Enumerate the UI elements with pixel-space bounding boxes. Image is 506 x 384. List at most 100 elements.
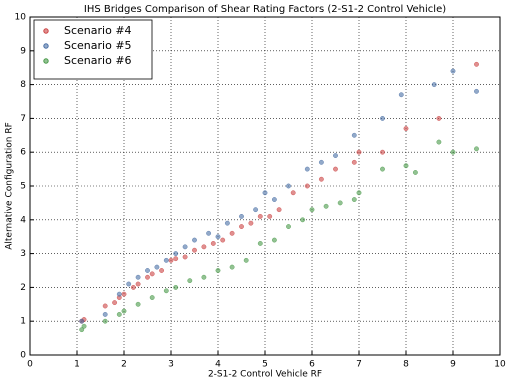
point — [112, 300, 118, 306]
point — [380, 115, 385, 121]
point — [215, 268, 221, 273]
point — [318, 176, 324, 182]
point — [276, 207, 282, 213]
point — [145, 274, 150, 280]
x-tick-label: 9 — [450, 360, 456, 370]
point — [333, 166, 338, 172]
point — [182, 244, 188, 250]
x-tick-label: 0 — [27, 360, 33, 370]
legend-marker — [43, 43, 49, 49]
point — [356, 190, 362, 196]
point — [239, 224, 244, 230]
point — [187, 278, 193, 284]
point — [474, 146, 479, 152]
point — [431, 82, 437, 88]
point — [163, 288, 169, 294]
plot-frame — [29, 16, 501, 356]
point — [168, 257, 174, 263]
point — [135, 281, 141, 287]
point — [271, 237, 277, 243]
point — [149, 295, 155, 300]
point — [474, 88, 479, 94]
point — [436, 115, 442, 121]
point — [412, 170, 418, 175]
x-tick-label: 7 — [356, 360, 362, 370]
point — [154, 264, 160, 270]
point — [79, 327, 85, 333]
point — [102, 318, 108, 324]
point — [201, 244, 207, 250]
y-tick-label: 2 — [20, 283, 26, 293]
point — [257, 213, 263, 219]
point — [102, 303, 108, 309]
point — [290, 190, 296, 196]
x-tick-label: 5 — [262, 360, 268, 370]
legend-marker — [43, 28, 49, 34]
point — [102, 311, 108, 317]
x-tick-label: 10 — [494, 360, 506, 370]
point — [145, 268, 150, 273]
point — [163, 257, 169, 263]
point — [116, 311, 122, 317]
point — [201, 274, 207, 280]
point — [149, 271, 155, 277]
point — [159, 268, 165, 273]
point — [380, 149, 385, 155]
point — [121, 308, 127, 314]
point — [262, 190, 268, 196]
y-tick-label: 10 — [15, 13, 27, 23]
chart-title: IHS Bridges Comparison of Shear Rating F… — [84, 4, 446, 15]
point — [351, 159, 357, 165]
point — [403, 163, 409, 169]
point — [271, 197, 277, 202]
point — [220, 237, 226, 243]
point — [351, 132, 357, 138]
point — [173, 256, 179, 262]
x-tick-label: 8 — [403, 360, 409, 370]
y-tick-label: 1 — [20, 317, 26, 327]
point — [333, 153, 338, 159]
point — [81, 323, 87, 329]
point — [192, 237, 197, 243]
point — [126, 281, 132, 287]
point — [300, 217, 306, 223]
point — [243, 257, 249, 263]
point — [356, 149, 362, 155]
point — [182, 254, 188, 260]
x-tick-label: 3 — [168, 360, 174, 370]
point — [286, 183, 291, 189]
point — [173, 284, 179, 290]
point — [286, 224, 291, 230]
point — [229, 230, 235, 236]
point — [474, 61, 479, 67]
x-tick-label: 2 — [121, 360, 127, 370]
legend-label: Scenario #5 — [64, 39, 132, 52]
point — [135, 301, 141, 307]
point — [121, 291, 127, 297]
y-tick-label: 3 — [20, 249, 26, 259]
y-tick-label: 4 — [20, 215, 26, 225]
y-tick-label: 0 — [20, 351, 26, 361]
x-axis-label: 2-S1-2 Control Vehicle RF — [208, 370, 322, 380]
x-tick-label: 1 — [74, 360, 80, 370]
x-tick-label: 4 — [215, 360, 221, 370]
point — [436, 139, 442, 145]
point — [206, 230, 212, 236]
point — [267, 213, 273, 219]
point — [257, 241, 263, 246]
y-tick-label: 7 — [20, 114, 26, 124]
y-tick-label: 8 — [20, 80, 26, 90]
point — [253, 207, 259, 213]
point — [323, 203, 329, 209]
point — [304, 166, 310, 172]
legend-label: Scenario #4 — [64, 24, 132, 37]
point — [318, 159, 324, 165]
point — [210, 241, 216, 246]
y-tick-label: 5 — [20, 182, 26, 192]
point — [229, 264, 235, 270]
x-tick-label: 6 — [309, 360, 315, 370]
legend-box — [33, 19, 153, 80]
point — [309, 207, 315, 213]
y-axis-label: Alternative Configuration RF — [5, 122, 15, 250]
